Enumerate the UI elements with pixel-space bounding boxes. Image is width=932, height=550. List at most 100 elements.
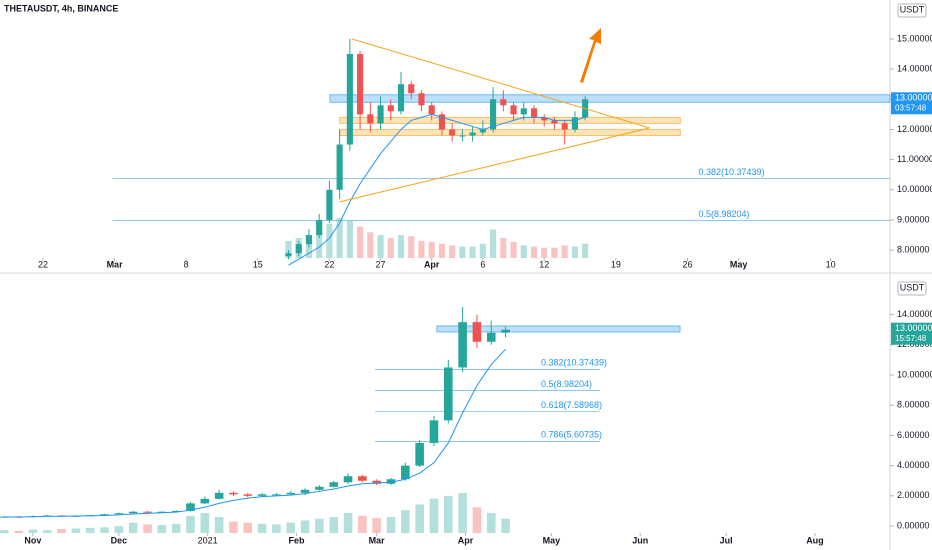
volume-bar [114,526,124,533]
volume-bar [486,513,496,533]
volume-bar [316,232,323,258]
x-tick-label: Nov [24,535,41,545]
fib-label: 0.5(8.98204) [699,209,750,219]
x-tick-label: Jul [720,535,733,545]
candle-body [357,54,364,115]
candle-body [479,129,486,133]
volume-bar [418,240,425,258]
volume-bar [408,236,415,258]
volume-bar [469,246,476,258]
volume-bar [71,528,81,533]
volume-bar [257,523,267,533]
candle-body [372,480,381,484]
y-tick-label: 14.00000 [897,63,932,73]
candle-body [329,482,339,487]
volume-bar [501,518,510,533]
candle-body [449,129,456,136]
volume-bar [286,522,296,533]
arrow [580,28,601,83]
candle-body [408,84,415,94]
countdown: 03:57:48 [895,103,927,112]
volume-bar [315,518,324,533]
candle-body [367,114,374,124]
candle-body [229,492,238,495]
y-tick-label: 2.00000 [897,490,930,500]
candle-body [214,492,224,499]
volume-bar [42,530,52,533]
x-tick-label: Apr [424,259,440,269]
volume-bar [200,513,210,533]
volume-bar [28,529,38,533]
moving-average [4,348,506,518]
volume-bar [272,524,281,533]
candle-body [346,54,353,145]
x-tick-label: 22 [324,259,334,269]
volume-bar [326,223,333,258]
volume-bar [500,238,507,258]
x-tick-label: Feb [288,535,305,545]
candle-body [571,117,578,130]
volume-bar [285,240,292,258]
volume-bar [429,498,439,533]
volume-bar [479,243,486,258]
moving-average [288,113,586,266]
y-tick-label: 9.00000 [897,214,930,224]
candle-body [377,105,384,124]
y-tick-label: 8.00000 [897,245,930,255]
x-tick-label: Aug [806,535,824,545]
last-price-label: 13.00000 [895,93,932,103]
countdown: 15:57:48 [895,334,927,343]
candle-body [530,108,538,118]
volume-bar [336,218,343,258]
y-tick-label: 14.00000 [897,309,932,319]
volume-bar [459,246,466,258]
volume-bar [449,245,456,258]
volume-bar [128,522,138,533]
candle-body [316,219,323,236]
candle-body [257,494,267,496]
x-tick-label: 15 [253,259,263,269]
volume-bar [186,515,195,533]
candle-body [186,503,195,511]
candle-body [415,442,424,466]
volume-bar [377,235,384,258]
volume-bar [229,521,238,533]
volume-bar [346,220,353,258]
x-tick-label: 10 [826,259,836,269]
volume-bar [386,517,396,533]
fib-label: 0.618(7.58968) [541,400,602,410]
candle-body [458,322,467,368]
chart-title: THETAUSDT, 4h, BINANCE [4,3,118,13]
unit-label: USDT [900,282,925,292]
candle-body [358,476,367,481]
volume-bar [358,515,367,533]
volume-bar [472,507,482,533]
candle-body [438,114,445,130]
volume-bar [541,247,548,258]
x-tick-label: Mar [369,535,386,545]
volume-bar [143,524,152,533]
volume-bar [397,235,405,258]
x-tick-label: Mar [107,259,124,269]
y-tick-label: 6.00000 [897,430,930,440]
candle-body [520,108,527,115]
candle-body [429,420,439,443]
volume-bar [367,232,374,258]
volume-bar [0,530,9,533]
y-tick-label: 10.00000 [897,184,932,194]
trendline [351,38,650,129]
fib-label: 0.786(5.60735) [541,430,602,440]
volume-bar [243,522,253,533]
volume-bar [171,523,181,533]
y-tick-label: 0.00000 [897,520,930,530]
volume-bar [157,525,167,533]
candle-body [100,514,109,516]
unit-box [897,3,927,18]
x-tick-label: May [543,535,561,545]
x-tick-label: 27 [376,259,386,269]
volume-bar [387,238,394,258]
y-tick-label: 12.00000 [897,124,932,134]
volume-bar [510,242,517,258]
volume-bar [571,246,578,258]
